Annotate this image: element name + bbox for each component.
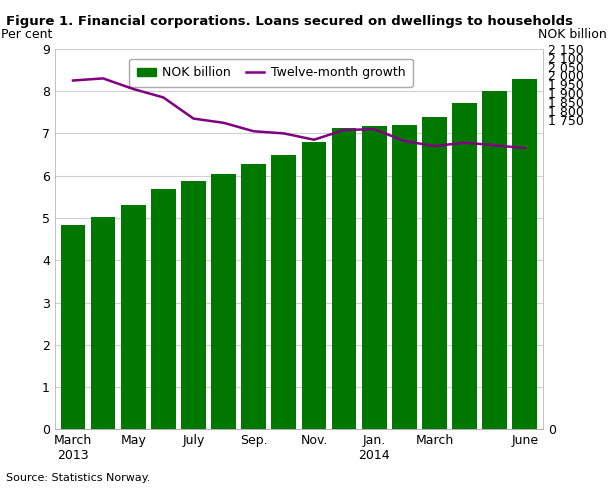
Bar xyxy=(362,126,387,429)
Bar xyxy=(60,225,85,429)
Bar xyxy=(392,124,417,429)
Bar xyxy=(121,205,146,429)
Bar xyxy=(512,79,537,429)
Text: Figure 1. Financial corporations. Loans secured on dwellings to households: Figure 1. Financial corporations. Loans … xyxy=(6,15,573,28)
Bar xyxy=(151,189,176,429)
Bar xyxy=(242,164,266,429)
Bar xyxy=(181,181,206,429)
Legend: NOK billion, Twelve-month growth: NOK billion, Twelve-month growth xyxy=(129,59,413,87)
Bar xyxy=(422,117,447,429)
Bar xyxy=(483,91,507,429)
Bar xyxy=(332,128,356,429)
Bar xyxy=(211,174,236,429)
Bar xyxy=(271,155,296,429)
Text: Per cent: Per cent xyxy=(1,28,52,41)
Text: NOK billion: NOK billion xyxy=(537,28,606,41)
Bar xyxy=(452,102,477,429)
Bar xyxy=(301,142,326,429)
Text: Source: Statistics Norway.: Source: Statistics Norway. xyxy=(6,473,151,483)
Bar xyxy=(91,217,115,429)
